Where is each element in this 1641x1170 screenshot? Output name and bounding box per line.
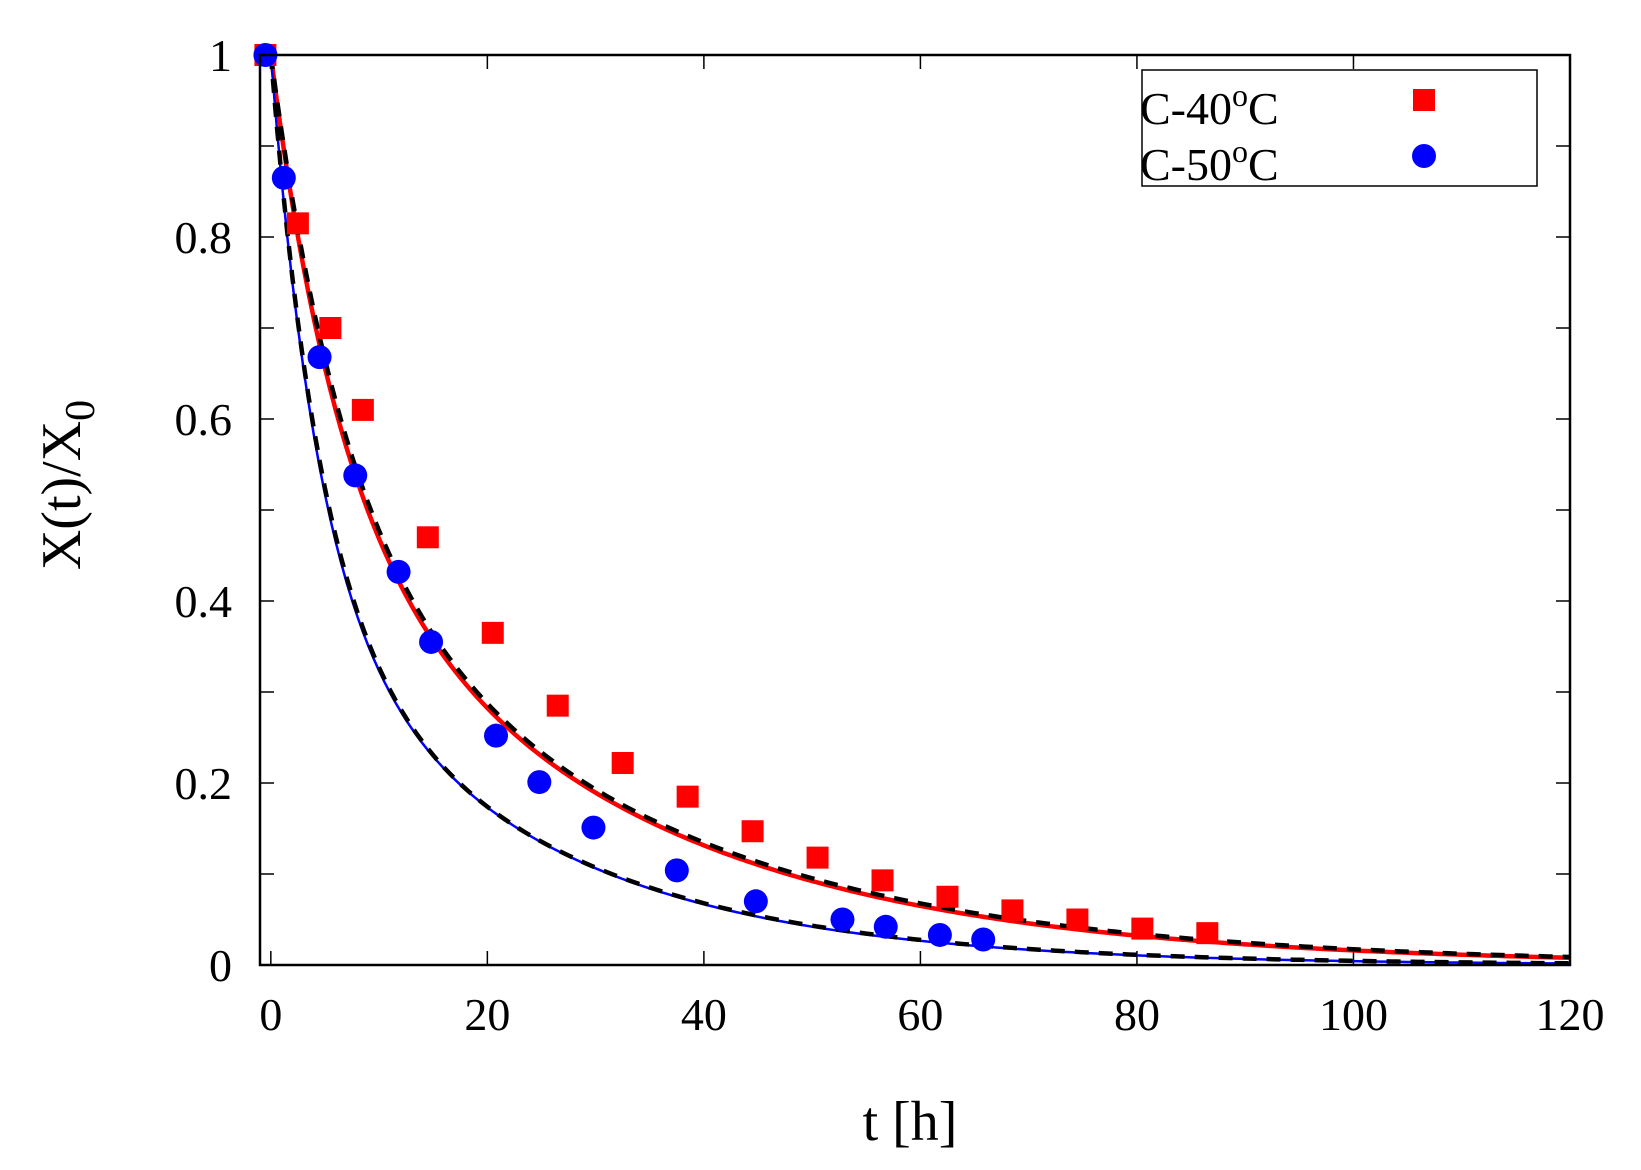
legend-c50-unit: C (1248, 139, 1279, 190)
data-point-c50 (386, 559, 411, 584)
legend-label-c50: C-50oC (1140, 133, 1279, 190)
legend-c50-name: C-50 (1140, 139, 1232, 190)
legend-c40-degree: o (1232, 77, 1248, 113)
data-point-c40 (871, 869, 894, 892)
x-axis-title: t [h] (863, 1091, 958, 1153)
data-point-c40 (416, 526, 439, 549)
x-tick-label: 60 (897, 989, 943, 1040)
data-point-c50 (581, 815, 606, 840)
data-point-c40 (741, 820, 764, 843)
data-point-c40 (1066, 908, 1089, 931)
data-point-c50 (307, 345, 332, 370)
data-point-c50 (873, 914, 898, 939)
y-axis-title-subscript: 0 (58, 400, 104, 421)
tick-labels: 0 20 40 60 80 100 120 0 0.2 0.4 0.6 0.8 1 (175, 30, 1605, 1040)
data-point-c50 (830, 907, 855, 932)
x-tick-label: 0 (259, 989, 282, 1040)
data-point-c50 (664, 858, 689, 883)
data-point-c40 (481, 621, 504, 644)
x-tick-label: 120 (1536, 989, 1605, 1040)
fit-curve-dashed-c50 (268, 54, 1571, 966)
data-point-c40 (1196, 922, 1219, 945)
data-point-c40 (351, 398, 374, 421)
y-axis-title-main: X(t)/X (31, 421, 93, 570)
data-point-c50 (484, 723, 509, 748)
legend-c50-degree: o (1232, 133, 1248, 169)
data-point-c50 (271, 165, 296, 190)
data-point-c50 (971, 927, 996, 952)
data-point-c50 (743, 889, 768, 914)
y-tick-label: 0.6 (175, 394, 233, 445)
legend-marker-square (1413, 89, 1435, 111)
data-point-c40 (1131, 917, 1154, 940)
y-tick-label: 1 (209, 30, 232, 81)
y-tick-label: 0 (209, 940, 232, 991)
data-point-c40 (611, 751, 634, 774)
x-tick-label: 80 (1114, 989, 1160, 1040)
plot-frame (258, 53, 1572, 967)
legend-label-c40: C-40oC (1140, 77, 1279, 134)
fit-curves (268, 54, 1571, 966)
tick-marks (260, 54, 1571, 966)
legend-c40-unit: C (1248, 83, 1279, 134)
data-point-c40 (676, 785, 699, 808)
y-axis-title: X(t)/X0 (31, 400, 104, 570)
x-tick-label: 100 (1319, 989, 1388, 1040)
x-tick-label: 20 (464, 989, 510, 1040)
data-point-c40 (806, 846, 829, 869)
legend: C-40oC C-50oC (1140, 69, 1538, 190)
legend-c40-name: C-40 (1140, 83, 1232, 134)
data-point-c50 (927, 922, 952, 947)
data-points (253, 43, 1219, 952)
data-point-c40 (319, 317, 342, 339)
data-point-c40 (286, 212, 309, 235)
y-tick-label: 0.2 (175, 758, 233, 809)
data-point-c50 (527, 770, 552, 795)
data-point-c40 (936, 885, 959, 908)
data-point-c50 (343, 463, 368, 488)
legend-box (1141, 69, 1538, 187)
fit-curve-dashed-c40 (268, 54, 1571, 960)
data-point-c40 (1001, 899, 1024, 922)
x-tick-label: 40 (681, 989, 727, 1040)
y-tick-label: 0.4 (175, 576, 233, 627)
data-point-c40 (546, 694, 569, 717)
data-point-c50 (419, 629, 444, 654)
y-tick-label: 0.8 (175, 212, 233, 263)
legend-marker-circle (1412, 144, 1436, 168)
